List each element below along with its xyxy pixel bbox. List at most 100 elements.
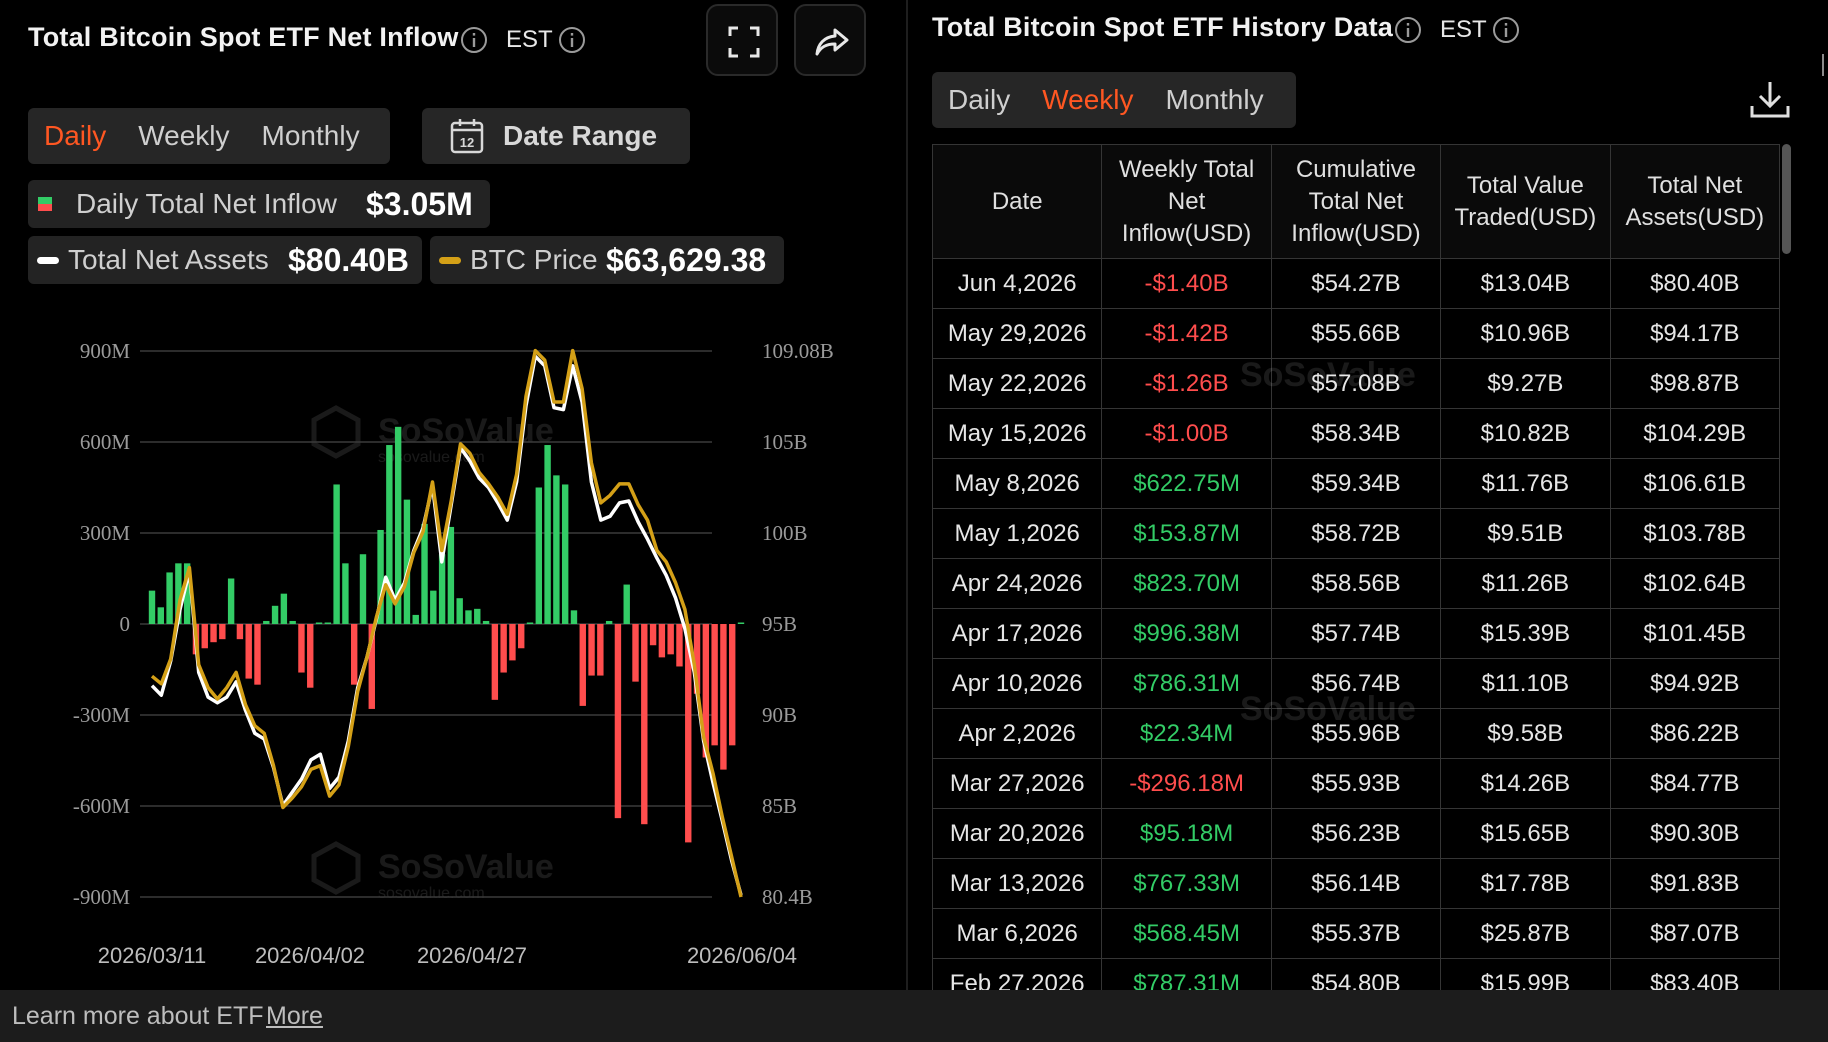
watermark-url: sosovalue.com: [378, 885, 485, 902]
column-header-weekly-inflow[interactable]: Weekly Total Net Inflow(USD): [1101, 144, 1272, 259]
fullscreen-button[interactable]: [706, 4, 778, 76]
column-header-value-traded[interactable]: Total Value Traded(USD): [1440, 144, 1611, 259]
y-right-tick-label: 109.08B: [762, 339, 834, 363]
history-timezone-info-icon[interactable]: [1492, 16, 1520, 44]
fullscreen-icon: [728, 26, 760, 58]
tab-weekly[interactable]: Weekly: [138, 120, 230, 151]
table-row[interactable]: May 15,2026 -$1.00B $58.34B $10.82B $104.29B: [932, 408, 1780, 459]
inflow-bar: [474, 608, 481, 624]
watermark-logo-icon: [311, 405, 361, 459]
cell-weekly-inflow: $786.31M: [1101, 658, 1272, 709]
table-row[interactable]: Mar 6,2026 $568.45M $55.37B $25.87B $87.07B: [932, 908, 1780, 959]
cell-cumulative: $54.27B: [1270, 258, 1442, 309]
net-assets-label: Total Net Assets: [68, 244, 269, 275]
inflow-bar: [359, 554, 367, 624]
inflow-bar: [324, 622, 332, 624]
table-row[interactable]: May 1,2026 $153.87M $58.72B $9.51B $103.78B: [932, 508, 1780, 559]
inflow-period-tabs: Daily Weekly Monthly: [28, 108, 390, 164]
table-row[interactable]: Apr 2,2026 $22.34M $55.96B $9.58B $86.22B: [932, 708, 1780, 759]
share-button[interactable]: [794, 4, 866, 76]
table-row[interactable]: Jun 4,2026 -$1.40B $54.27B $13.04B $80.40B: [932, 258, 1780, 309]
table-row[interactable]: May 8,2026 $622.75M $59.34B $11.76B $106.61B: [932, 458, 1780, 509]
inflow-bar: [491, 624, 499, 700]
column-header-net-assets[interactable]: Total Net Assets(USD): [1609, 144, 1780, 259]
inflow-bar: [518, 624, 525, 649]
inflow-bar: [465, 610, 472, 624]
inflow-bar: [263, 620, 270, 624]
tab-daily[interactable]: Daily: [44, 120, 107, 151]
timezone-info-icon[interactable]: [558, 26, 586, 54]
tab-monthly[interactable]: Monthly: [261, 120, 360, 151]
cell-date: Mar 13,2026: [932, 858, 1103, 909]
cell-date: Apr 24,2026: [932, 558, 1103, 609]
cell-date: May 8,2026: [932, 458, 1103, 509]
net-assets-value: $80.40B: [288, 242, 409, 278]
inflow-bar: [509, 624, 516, 661]
cell-weekly-inflow: -$1.42B: [1101, 308, 1272, 359]
table-row[interactable]: Feb 27,2026 $787.31M $54.80B $15.99B $83.40B: [932, 958, 1780, 990]
history-tab-monthly[interactable]: Monthly: [1165, 84, 1264, 115]
daily-inflow-label: Daily Total Net Inflow: [76, 188, 337, 219]
y-left-tick-label: 300M: [80, 521, 131, 545]
footer-more-link[interactable]: More: [266, 1002, 323, 1030]
inflow-bar: [579, 624, 586, 706]
history-table-container[interactable]: Date Weekly Total Net Inflow(USD) Cumula…: [932, 144, 1780, 990]
cell-weekly-inflow: $767.33M: [1101, 858, 1272, 909]
inflow-bar: [711, 624, 718, 746]
watermark-text: SoSoValue: [378, 848, 554, 886]
inflow-bar: [614, 624, 622, 819]
inflow-bar: [157, 607, 164, 624]
cell-cumulative: $54.80B: [1270, 958, 1442, 990]
cell-value-traded: $15.65B: [1440, 808, 1611, 859]
table-row[interactable]: Mar 20,2026 $95.18M $56.23B $15.65B $90.30B: [932, 808, 1780, 859]
history-tab-weekly[interactable]: Weekly: [1042, 84, 1134, 115]
date-range-button[interactable]: 12 Date Range: [422, 108, 690, 164]
legend-daily-inflow[interactable]: Daily Total Net Inflow $3.05M: [28, 180, 490, 228]
cell-date: Apr 2,2026: [932, 708, 1103, 759]
table-row[interactable]: May 22,2026 -$1.26B $57.08B $9.27B $98.87B: [932, 358, 1780, 409]
inflow-bar: [588, 624, 595, 676]
inflow-bar: [729, 624, 736, 746]
cell-weekly-inflow: $95.18M: [1101, 808, 1272, 859]
calendar-day: 12: [460, 135, 474, 150]
watermark-text: SoSoValue: [378, 412, 554, 450]
column-header-cumulative[interactable]: Cumulative Total Net Inflow(USD): [1270, 144, 1442, 259]
table-row[interactable]: May 29,2026 -$1.42B $55.66B $10.96B $94.17B: [932, 308, 1780, 359]
cell-date: Mar 27,2026: [932, 758, 1103, 809]
column-header-date[interactable]: Date: [932, 144, 1103, 259]
table-row[interactable]: Apr 24,2026 $823.70M $58.56B $11.26B $102.64…: [932, 558, 1780, 609]
cell-weekly-inflow: $996.38M: [1101, 608, 1272, 659]
y-right-tick-label: 105B: [762, 430, 808, 454]
net-inflow-chart[interactable]: SoSoValuesosovalue.comSoSoValuesosovalue…: [0, 300, 906, 980]
table-row[interactable]: Mar 27,2026 -$296.18M $55.93B $14.26B $84.77…: [932, 758, 1780, 809]
inflow-bar: [676, 624, 683, 667]
y-left-tick-label: -600M: [73, 794, 130, 818]
cell-weekly-inflow: $787.31M: [1101, 958, 1272, 990]
inflow-bar: [456, 598, 463, 624]
cell-weekly-inflow: -$1.00B: [1101, 408, 1272, 459]
cell-date: Jun 4,2026: [932, 258, 1103, 309]
legend-btc-price[interactable]: BTC Price $63,629.38: [430, 236, 784, 284]
inflow-bar: [236, 624, 244, 640]
cell-date: Mar 20,2026: [932, 808, 1103, 859]
table-row[interactable]: Apr 10,2026 $786.31M $56.74B $11.10B $94.92B: [932, 658, 1780, 709]
table-scrollbar[interactable]: [1782, 144, 1791, 254]
cell-value-traded: $15.99B: [1440, 958, 1611, 990]
inflow-bar: [342, 563, 349, 624]
cell-value-traded: $13.04B: [1440, 258, 1611, 309]
table-row[interactable]: Apr 17,2026 $996.38M $57.74B $15.39B $101.45…: [932, 608, 1780, 659]
cell-cumulative: $55.93B: [1270, 758, 1442, 809]
inflow-bar: [219, 624, 226, 640]
inflow-bar: [447, 526, 455, 624]
cell-cumulative: $58.56B: [1270, 558, 1442, 609]
legend-net-assets[interactable]: Total Net Assets $80.40B: [28, 236, 422, 284]
cell-weekly-inflow: -$1.40B: [1101, 258, 1272, 309]
download-icon[interactable]: [1748, 78, 1792, 122]
inflow-bar: [526, 622, 534, 624]
table-row[interactable]: Mar 13,2026 $767.33M $56.14B $17.78B $91.83B: [932, 858, 1780, 909]
cell-net-assets: $101.45B: [1609, 608, 1780, 659]
info-icon[interactable]: [460, 26, 488, 54]
history-tab-daily[interactable]: Daily: [948, 84, 1011, 115]
history-info-icon[interactable]: [1394, 16, 1422, 44]
